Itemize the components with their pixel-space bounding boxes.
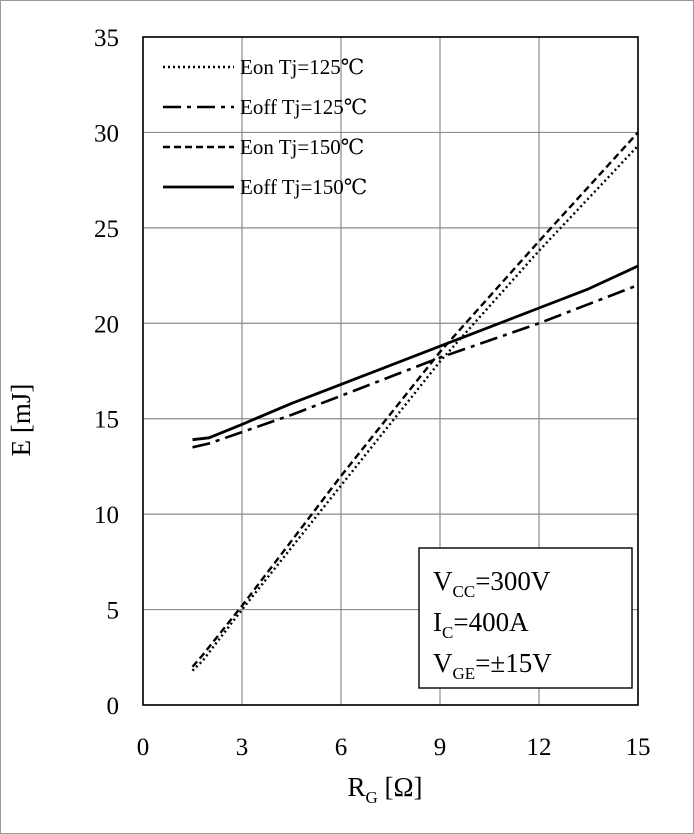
legend-label-3: Eoff Tj=150℃ xyxy=(240,175,367,199)
x-tick-label: 9 xyxy=(434,734,447,761)
legend-label-2: Eon Tj=150℃ xyxy=(240,135,364,159)
series-line-3 xyxy=(192,264,638,442)
series-line-1 xyxy=(192,283,638,449)
x-tick-label: 12 xyxy=(527,734,552,761)
y-tick-label: 25 xyxy=(94,216,119,243)
x-tick-label: 0 xyxy=(137,734,150,761)
y-tick-label: 10 xyxy=(94,502,119,529)
plot-area-border xyxy=(142,36,639,706)
y-tick-labels: 0 5 10 15 20 25 30 35 xyxy=(94,25,119,720)
y-tick-label: 35 xyxy=(94,25,119,52)
test-conditions-box: VCC=300V IC=400A VGE=±15V xyxy=(418,547,633,689)
x-tick-label: 3 xyxy=(236,734,249,761)
x-tick-label: 6 xyxy=(335,734,348,761)
condition-line-2: VGE=±15V xyxy=(433,648,552,683)
x-tick-label: 15 xyxy=(626,734,651,761)
y-tick-label: 15 xyxy=(94,407,119,434)
legend-label-0: Eon Tj=125℃ xyxy=(240,55,364,79)
condition-line-0: VCC=300V xyxy=(433,566,551,601)
x-axis-label-unit: [Ω] xyxy=(378,772,423,802)
y-tick-label: 5 xyxy=(107,598,120,625)
y-tick-label: 20 xyxy=(94,311,119,338)
x-axis-label-sub: G xyxy=(365,788,377,807)
y-tick-label: 0 xyxy=(107,693,120,720)
y-axis-label: E [mJ] xyxy=(6,384,36,457)
series-lines xyxy=(191,131,638,672)
legend-label-1: Eoff Tj=125℃ xyxy=(240,95,367,119)
x-tick-labels: 0 3 6 9 12 15 xyxy=(137,734,651,761)
y-tick-label: 30 xyxy=(94,120,119,147)
legend: Eon Tj=125℃ Eoff Tj=125℃ Eon Tj=150℃ Eoff T… xyxy=(163,55,367,199)
condition-line-1: IC=400A xyxy=(433,607,529,642)
x-axis-label: RG [Ω] xyxy=(347,772,422,807)
conditions-box-border xyxy=(418,547,633,689)
x-axis-label-main: R xyxy=(347,772,365,802)
series-line-2 xyxy=(191,131,638,668)
